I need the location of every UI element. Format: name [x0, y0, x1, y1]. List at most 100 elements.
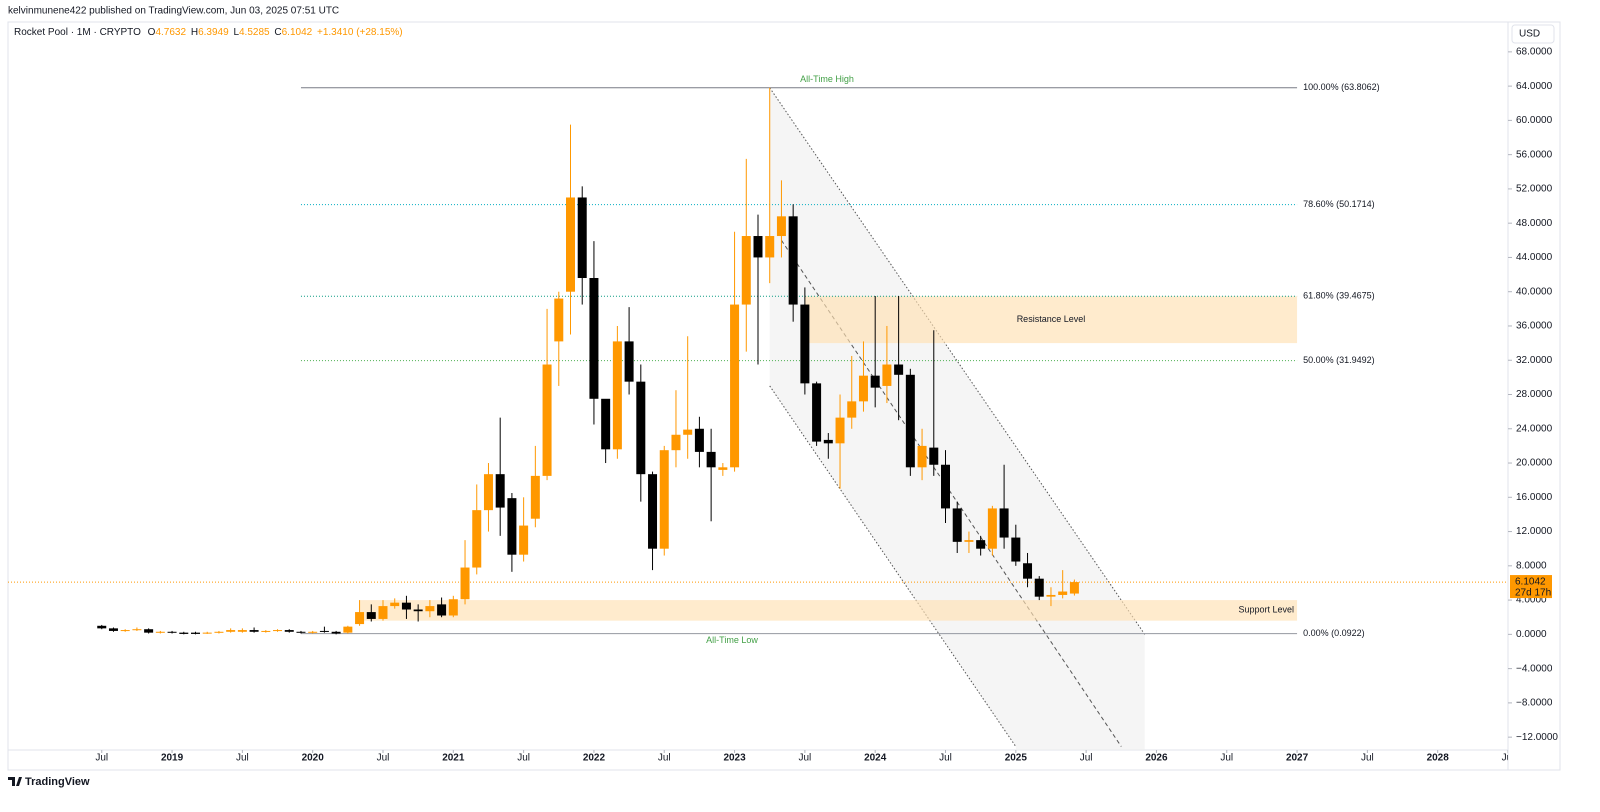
- candle-body: [894, 364, 904, 375]
- y-tick-label: 4.0000: [1516, 595, 1547, 606]
- fib-label: 0.00% (0.0922): [1303, 628, 1365, 638]
- y-tick-label: −12.0000: [1516, 732, 1558, 743]
- candle-body: [601, 398, 611, 450]
- y-tick-label: 24.0000: [1516, 423, 1553, 434]
- candle-body: [542, 364, 552, 476]
- candle-body: [858, 375, 868, 402]
- candle-body: [237, 630, 247, 632]
- ohlc-key: H: [191, 27, 198, 38]
- channel-fill: [769, 87, 1145, 750]
- candle-body: [577, 197, 587, 279]
- y-tick-label: 48.0000: [1516, 218, 1553, 229]
- x-tick-label: 2027: [1286, 753, 1309, 764]
- x-tick-label: 2023: [723, 753, 746, 764]
- candle-body: [1058, 591, 1068, 595]
- candle-body: [835, 417, 845, 444]
- candle-body: [882, 364, 892, 386]
- candle-body: [812, 383, 822, 442]
- x-tick-label: Jul: [377, 753, 390, 764]
- candle-body: [776, 216, 786, 237]
- candle-body: [929, 447, 939, 465]
- candle-body: [1069, 582, 1079, 594]
- y-tick-label: 64.0000: [1516, 81, 1553, 92]
- y-tick-label: 36.0000: [1516, 321, 1553, 332]
- x-tick-label: Jul: [939, 753, 952, 764]
- candle-body: [425, 606, 435, 612]
- currency-box[interactable]: [1511, 24, 1555, 44]
- zone-label: Support Level: [1239, 605, 1295, 615]
- candle-body: [437, 604, 447, 616]
- channel-lower: [769, 385, 1017, 747]
- x-tick-label: 2026: [1145, 753, 1168, 764]
- x-tick-label: Jul: [1220, 753, 1233, 764]
- zone: [359, 600, 1298, 621]
- candle-body: [730, 304, 740, 468]
- ohlc-value: 6.1042: [282, 27, 313, 38]
- plot-area: Resistance Level Support Level 100.00% (63…: [8, 74, 1508, 750]
- logo-icon: [8, 777, 22, 786]
- candle-body: [343, 626, 353, 633]
- x-tick-label: 2024: [864, 753, 887, 764]
- candle-body: [905, 374, 915, 468]
- logo-text: TradingView: [25, 776, 90, 788]
- y-tick-label: −8.0000: [1516, 698, 1553, 709]
- candle-body: [999, 508, 1009, 538]
- candle-body: [800, 304, 810, 384]
- candle-body: [366, 612, 376, 619]
- x-tick-label: Jul: [658, 753, 671, 764]
- fib-label: 78.60% (50.1714): [1303, 199, 1375, 209]
- candle-body: [167, 631, 177, 633]
- candle-body: [179, 632, 189, 634]
- candle-body: [589, 278, 599, 399]
- candle-body: [108, 628, 118, 631]
- currency[interactable]: USD: [1519, 29, 1540, 40]
- x-tick-label: 2022: [583, 753, 606, 764]
- candle-body: [964, 540, 974, 542]
- candle-body: [132, 629, 142, 631]
- candle-body: [155, 631, 165, 633]
- candle-body: [214, 631, 224, 633]
- candle-body: [706, 451, 716, 468]
- y-tick-label: 28.0000: [1516, 389, 1553, 400]
- x-tick-label: 2028: [1427, 753, 1450, 764]
- candle-body: [519, 525, 529, 555]
- candle-body: [413, 609, 423, 612]
- candle-body: [273, 630, 283, 632]
- price-axis: −12.0000 −8.0000 −4.0000 0.0000 4.0000 8.0000…: [1508, 46, 1558, 743]
- chart-frame: [7, 21, 1561, 771]
- x-tick-label: 2020: [302, 753, 325, 764]
- candle-body: [261, 630, 271, 632]
- candle-body: [296, 631, 306, 633]
- candle-body: [659, 450, 669, 549]
- x-tick-label: Jul: [1502, 753, 1515, 764]
- y-tick-label: 12.0000: [1516, 526, 1553, 537]
- candle-body: [249, 630, 259, 632]
- y-tick-label: 8.0000: [1516, 560, 1547, 571]
- candle-body: [378, 606, 388, 619]
- candle-body: [401, 602, 411, 610]
- candle-body: [1046, 594, 1056, 597]
- candle-body: [554, 298, 564, 342]
- y-tick-label: −4.0000: [1516, 663, 1553, 674]
- fib-label: 61.80% (39.4675): [1303, 291, 1375, 301]
- candle-body: [636, 381, 646, 475]
- candle-body: [941, 464, 950, 509]
- candle-body: [483, 474, 493, 511]
- ohlc-key: O: [148, 27, 156, 38]
- candle-body: [624, 341, 634, 382]
- candle-body: [976, 540, 986, 549]
- change: +1.3410 (+28.15%): [317, 27, 403, 38]
- symbol: Rocket Pool · 1M · CRYPTO: [14, 27, 141, 38]
- time-axis: Jul 2019 Jul 2020 Jul 2021 Jul 2022 Jul 2023 Jul 20…: [95, 750, 1515, 764]
- candle-body: [917, 445, 927, 468]
- fib-label: 100.00% (63.8062): [1303, 82, 1380, 92]
- fib-label: 50.00% (31.9492): [1303, 355, 1375, 365]
- candle-body: [648, 474, 658, 549]
- y-tick-label: 20.0000: [1516, 458, 1553, 469]
- ohlc-key: L: [233, 27, 239, 38]
- candle-body: [390, 602, 400, 607]
- x-tick-label: Jul: [798, 753, 811, 764]
- candle-body: [671, 434, 681, 451]
